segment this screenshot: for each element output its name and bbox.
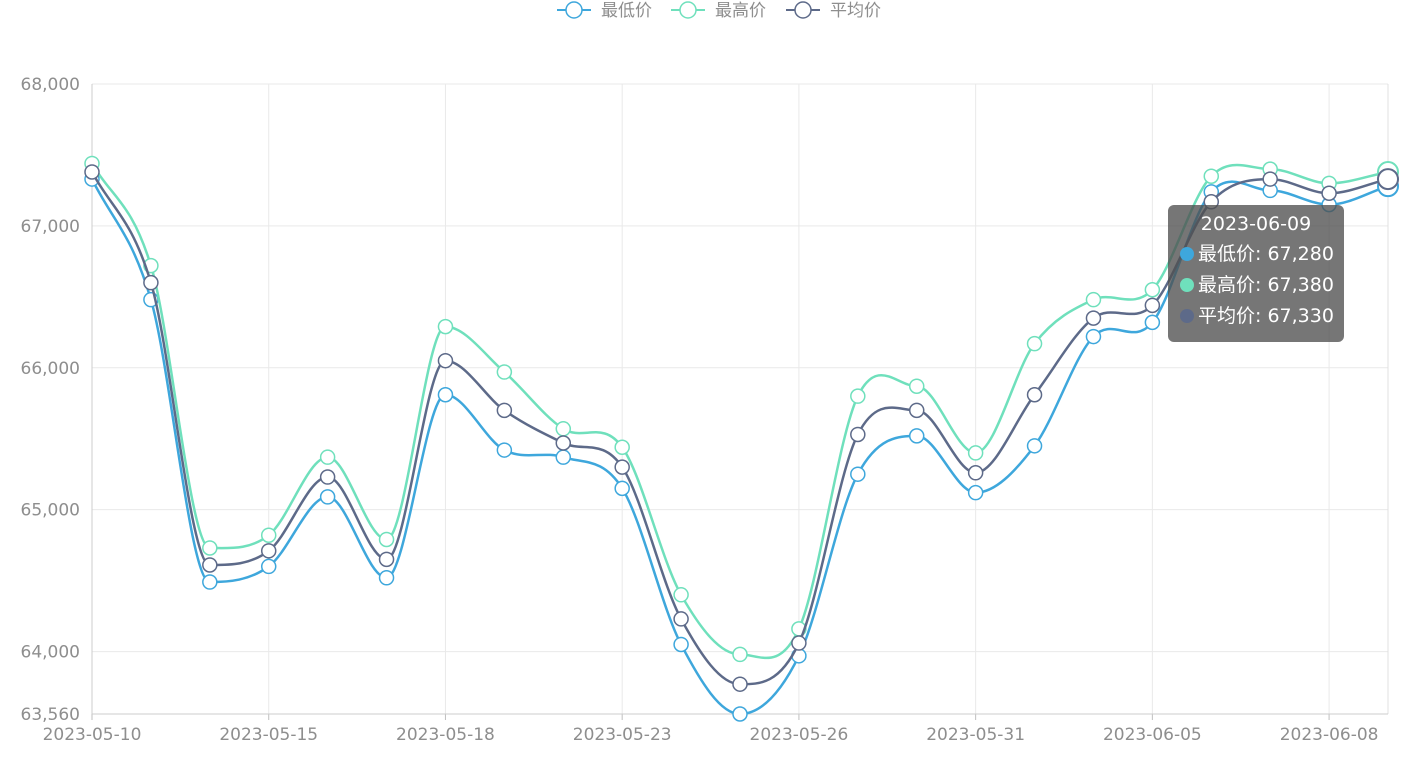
x-tick-label: 2023-05-18: [396, 725, 495, 745]
y-tick-label: 67,000: [21, 217, 80, 237]
data-point-avg-2023-06-02[interactable]: [1085, 310, 1102, 326]
data-point-avg-2023-06-05[interactable]: [1144, 297, 1161, 314]
data-point-avg-2023-05-30[interactable]: [908, 402, 925, 419]
tooltip-dot-low: [1180, 247, 1194, 261]
data-point-high-2023-05-24[interactable]: [673, 587, 689, 603]
data-point-avg-2023-05-12[interactable]: [202, 557, 218, 573]
x-tick-label: 2023-05-15: [219, 725, 318, 745]
data-point-avg-2023-05-16[interactable]: [319, 469, 336, 485]
data-point-avg-2023-06-09[interactable]: [1377, 168, 1399, 191]
y-tick-label: 68,000: [21, 75, 80, 95]
tooltip-high-text: 最高价: 67,380: [1198, 274, 1334, 296]
data-point-high-2023-05-31[interactable]: [967, 445, 984, 461]
data-point-low-2023-06-01[interactable]: [1026, 438, 1043, 454]
data-point-high-2023-05-16[interactable]: [319, 449, 336, 465]
data-point-avg-2023-06-07[interactable]: [1262, 171, 1278, 187]
data-point-avg-2023-05-23[interactable]: [614, 459, 630, 475]
legend-marker-avg[interactable]: [794, 1, 812, 19]
tooltip-avg-text: 平均价: 67,330: [1198, 305, 1334, 327]
legend-label-high[interactable]: 最高价: [715, 1, 766, 21]
data-point-avg-2023-06-01[interactable]: [1026, 386, 1043, 403]
data-point-low-2023-05-24[interactable]: [673, 636, 689, 653]
data-point-low-2023-05-19[interactable]: [496, 442, 513, 458]
data-point-low-2023-05-31[interactable]: [967, 484, 984, 501]
x-tick-label: 2023-05-31: [926, 725, 1025, 745]
data-point-low-2023-06-05[interactable]: [1144, 314, 1161, 331]
data-point-high-2023-05-23[interactable]: [614, 439, 630, 455]
data-point-high-2023-05-22[interactable]: [555, 421, 572, 437]
legend-label-low[interactable]: 最低价: [601, 1, 652, 21]
data-point-avg-2023-05-24[interactable]: [673, 611, 689, 627]
data-point-avg-2023-05-31[interactable]: [967, 465, 984, 481]
data-point-avg-2023-06-08[interactable]: [1321, 185, 1337, 202]
tooltip-row-avg: 平均价: 67,330: [1180, 301, 1344, 332]
tooltip-low-text: 最低价: 67,280: [1198, 243, 1334, 265]
data-point-high-2023-06-05[interactable]: [1144, 281, 1161, 298]
x-tick-label: 2023-05-23: [573, 725, 672, 745]
data-point-high-2023-05-30[interactable]: [908, 378, 925, 394]
data-point-avg-2023-05-18[interactable]: [437, 352, 454, 369]
data-point-high-2023-05-18[interactable]: [437, 318, 454, 335]
data-point-high-2023-05-29[interactable]: [850, 388, 866, 404]
data-point-low-2023-05-18[interactable]: [437, 386, 454, 403]
x-tick-label: 2023-06-08: [1280, 725, 1379, 745]
data-point-avg-2023-05-15[interactable]: [260, 543, 277, 559]
data-point-low-2023-05-29[interactable]: [850, 466, 866, 482]
data-point-high-2023-06-06[interactable]: [1203, 168, 1220, 184]
x-tick-label: 2023-05-10: [43, 725, 142, 745]
data-point-high-2023-05-12[interactable]: [202, 540, 218, 556]
data-point-avg-2023-05-29[interactable]: [850, 426, 866, 443]
tooltip: 2023-06-09 最低价: 67,280 最高价: 67,380 平均价: …: [1168, 205, 1344, 342]
data-point-avg-2023-05-19[interactable]: [496, 402, 513, 419]
series-line-high: [90, 162, 1389, 660]
tooltip-date: 2023-06-09: [1200, 213, 1312, 235]
data-point-low-2023-05-12[interactable]: [202, 574, 218, 590]
data-point-avg-2023-05-25[interactable]: [732, 676, 748, 692]
data-point-avg-2023-05-22[interactable]: [555, 435, 572, 451]
tooltip-dot-high: [1180, 278, 1194, 292]
data-point-low-2023-05-25[interactable]: [732, 706, 748, 722]
data-point-high-2023-05-15[interactable]: [260, 527, 277, 543]
series-line-avg: [90, 171, 1389, 686]
data-point-low-2023-05-23[interactable]: [614, 480, 630, 497]
data-point-low-2023-06-02[interactable]: [1085, 328, 1102, 345]
legend-marker-low[interactable]: [565, 1, 583, 19]
data-point-low-2023-05-30[interactable]: [908, 428, 925, 444]
legend-marker-high[interactable]: [679, 1, 697, 19]
data-point-avg-2023-05-26[interactable]: [791, 635, 807, 651]
data-point-high-2023-05-17[interactable]: [378, 531, 395, 548]
data-point-high-2023-05-19[interactable]: [496, 364, 513, 380]
data-point-low-2023-05-22[interactable]: [555, 449, 572, 465]
tooltip-dot-avg: [1180, 309, 1194, 323]
tooltip-row-high: 最高价: 67,380: [1180, 270, 1344, 301]
data-point-low-2023-05-16[interactable]: [319, 489, 336, 505]
x-tick-label: 2023-05-26: [750, 725, 849, 745]
data-point-high-2023-05-25[interactable]: [732, 646, 748, 663]
data-point-low-2023-05-15[interactable]: [260, 558, 277, 575]
data-point-avg-2023-05-11[interactable]: [143, 274, 159, 291]
y-tick-label: 65,000: [21, 501, 80, 521]
data-point-avg-2023-05-17[interactable]: [378, 551, 395, 568]
x-tick-label: 2023-06-05: [1103, 725, 1202, 745]
data-point-high-2023-06-02[interactable]: [1085, 291, 1102, 308]
tooltip-row-low: 最低价: 67,280: [1180, 239, 1344, 270]
y-tick-label: 66,000: [21, 359, 80, 379]
y-tick-label: 64,000: [21, 643, 80, 663]
data-point-avg-2023-05-10[interactable]: [84, 164, 100, 180]
data-point-low-2023-05-17[interactable]: [378, 570, 395, 586]
y-tick-label: 63,560: [21, 705, 80, 725]
data-point-high-2023-06-01[interactable]: [1026, 335, 1043, 352]
legend-label-avg[interactable]: 平均价: [830, 1, 881, 21]
